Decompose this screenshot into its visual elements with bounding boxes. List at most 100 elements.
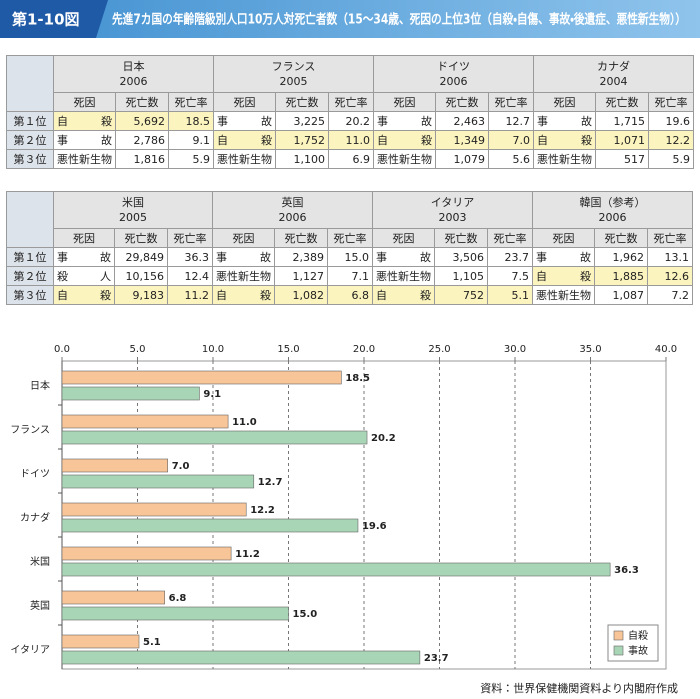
rate-cell: 11.0 — [328, 130, 374, 150]
rank-label: 第１位 — [6, 247, 54, 267]
column-header: 死因 — [372, 228, 435, 248]
country-name: 英国 — [281, 196, 304, 209]
bar — [61, 518, 359, 533]
cause-cell: 悪性新生物 — [372, 266, 435, 286]
column-header: 死亡率 — [487, 228, 533, 248]
data-label: 9.1 — [203, 389, 221, 400]
cause-cell: 自 殺 — [372, 285, 435, 305]
column-header: 死因 — [213, 92, 276, 112]
table-row: 第１位自 殺 5,692 18.5 事 故 3,225 20.2 事 故 2,463 12.7 事… — [6, 111, 694, 131]
bar — [61, 474, 255, 489]
rate-cell: 6.8 — [327, 285, 373, 305]
bar — [61, 562, 611, 577]
x-tick-label: 30.0 — [504, 344, 526, 355]
rate-cell: 7.0 — [488, 130, 534, 150]
x-tick-label: 10.0 — [202, 344, 224, 355]
cause-cell: 悪性新生物 — [213, 149, 276, 169]
count-cell: 1,087 — [594, 285, 648, 305]
column-header: 死因 — [212, 228, 275, 248]
count-cell: 10,156 — [114, 266, 168, 286]
country-header: 韓国（参考） 2006 — [532, 191, 693, 229]
bar — [61, 386, 200, 401]
bar — [61, 458, 168, 473]
rate-cell: 11.2 — [167, 285, 213, 305]
count-cell: 1,127 — [274, 266, 328, 286]
data-label: 19.6 — [362, 521, 387, 532]
corner — [6, 55, 54, 112]
header: 第1-10図 先進7カ国の年齢階級別人口10万人対死亡者数（15～34歳、死因の… — [0, 0, 700, 38]
cause-cell: 悪性新生物 — [212, 266, 275, 286]
bar — [61, 634, 140, 649]
rank-label: 第３位 — [6, 149, 54, 169]
count-cell: 3,506 — [434, 247, 488, 267]
country-header: ドイツ 2006 — [373, 55, 534, 93]
table-row: 第３位 悪性新生物 1,816 5.9 悪性新生物 1,100 6.9 悪性新生物 1,079 5… — [6, 149, 694, 169]
column-header: 死亡数 — [434, 228, 488, 248]
data-label: 15.0 — [293, 609, 318, 620]
rate-cell: 7.2 — [647, 285, 693, 305]
data-label: 12.7 — [258, 477, 283, 488]
country-name: 米国 — [122, 196, 144, 209]
table-row: 日本 2006 フランス 2005 ドイツ 2006 カナダ 2004 — [6, 55, 694, 112]
rank-label: 第３位 — [6, 285, 54, 305]
cause-cell: 事 故 — [373, 111, 436, 131]
rank-label: 第１位 — [6, 111, 54, 131]
cause-cell: 事 故 — [53, 130, 116, 150]
cause-cell: 自 殺 — [532, 266, 595, 286]
count-cell: 1,816 — [115, 149, 169, 169]
rate-cell: 12.2 — [648, 130, 694, 150]
x-tick-label: 5.0 — [130, 344, 146, 355]
y-tick-label: カナダ — [20, 511, 50, 524]
table-row: 死因 死亡数 死亡率 死因 死亡数 死亡率 死因 死亡数 死亡率 死因 死亡数 死亡率 — [7, 228, 693, 248]
source-note: 資料：世界保健機関資料より内閣府作成 — [480, 682, 678, 695]
country-name: 韓国（参考） — [579, 196, 646, 209]
cause-cell: 自 殺 — [53, 111, 116, 131]
country-name: カナダ — [597, 60, 630, 73]
y-tick-label: 日本 — [30, 379, 50, 392]
country-header: フランス 2005 — [213, 55, 374, 93]
rate-cell: 12.6 — [647, 266, 693, 286]
column-header: 死因 — [533, 92, 596, 112]
legend-label: 自殺 — [628, 629, 648, 642]
rate-cell: 5.6 — [488, 149, 534, 169]
y-tick-label: イタリア — [10, 644, 50, 656]
bar — [61, 430, 368, 445]
cause-cell: 自 殺 — [213, 130, 276, 150]
header-title: 先進7カ国の年齢階級別人口10万人対死亡者数（15～34歳、死因の上位3位（自殺… — [112, 12, 686, 28]
count-cell: 1,962 — [594, 247, 648, 267]
data-label: 7.0 — [172, 461, 190, 472]
data-label: 36.3 — [614, 565, 639, 576]
column-header: 死亡数 — [594, 228, 648, 248]
count-cell: 1,349 — [435, 130, 489, 150]
column-header: 死因 — [532, 228, 595, 248]
count-cell: 1,082 — [274, 285, 328, 305]
rate-cell: 15.0 — [327, 247, 373, 267]
count-cell: 1,079 — [435, 149, 489, 169]
count-cell: 2,389 — [274, 247, 328, 267]
column-header: 死亡数 — [274, 228, 328, 248]
column-header: 死亡率 — [167, 228, 213, 248]
rate-cell: 5.1 — [487, 285, 533, 305]
cause-cell: 殺 人 — [53, 266, 115, 286]
rate-cell: 5.9 — [168, 149, 214, 169]
bar — [61, 606, 289, 621]
count-cell: 1,752 — [275, 130, 329, 150]
data-label: 11.0 — [232, 417, 257, 428]
bar — [61, 502, 247, 517]
count-cell: 5,692 — [115, 111, 169, 131]
country-year: 2003 — [438, 211, 467, 224]
cause-cell: 自 殺 — [212, 285, 275, 305]
rate-cell: 12.7 — [488, 111, 534, 131]
data-label: 6.8 — [169, 593, 187, 604]
count-cell: 29,849 — [114, 247, 168, 267]
country-year: 2005 — [279, 75, 308, 88]
bar — [61, 590, 165, 605]
table-row: 死因 死亡数 死亡率 死因 死亡数 死亡率 死因 死亡数 死亡率 死因 死亡数 死亡率 — [7, 92, 694, 112]
count-cell: 2,463 — [435, 111, 489, 131]
rate-cell: 20.2 — [328, 111, 374, 131]
rate-cell: 13.1 — [647, 247, 693, 267]
x-tick-label: 40.0 — [655, 344, 677, 355]
bar — [61, 414, 229, 429]
count-cell: 9,183 — [114, 285, 168, 305]
